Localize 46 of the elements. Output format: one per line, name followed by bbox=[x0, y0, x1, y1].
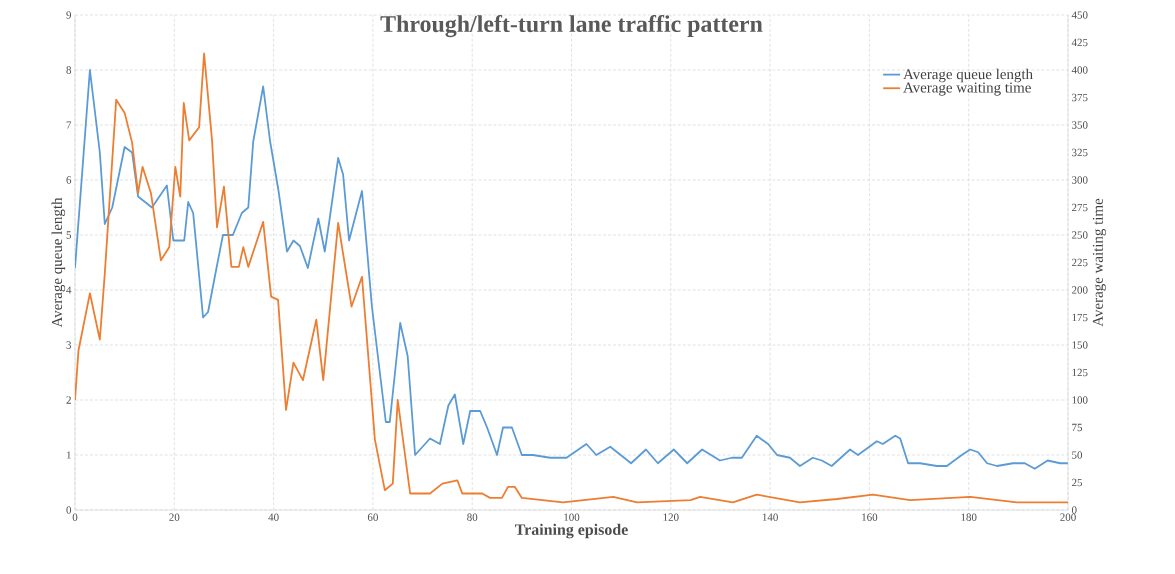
legend-label: Average waiting time bbox=[903, 82, 1031, 96]
y2-tick-label: 25 bbox=[1072, 478, 1083, 487]
y2-tick-label: 400 bbox=[1071, 66, 1088, 74]
y2-tick-label: 375 bbox=[1072, 93, 1088, 102]
y-tick-label: 7 bbox=[66, 121, 72, 129]
x-tick-label: 40 bbox=[268, 513, 279, 521]
y-tick-label: 5 bbox=[66, 231, 72, 239]
y2-tick-label: 325 bbox=[1072, 148, 1088, 157]
y2-tick-label: 200 bbox=[1072, 286, 1088, 294]
y2-tick-label: 125 bbox=[1072, 368, 1088, 377]
y-tick-label: 6 bbox=[66, 176, 72, 184]
y-tick-label: 4 bbox=[66, 286, 72, 294]
x-tick-label: 180 bbox=[961, 513, 977, 521]
x-tick-label: 120 bbox=[663, 513, 679, 521]
y-tick-label: 2 bbox=[66, 396, 71, 404]
y2-tick-label: 250 bbox=[1072, 231, 1088, 239]
x-tick-label: 160 bbox=[862, 513, 878, 521]
y2-tick-label: 425 bbox=[1071, 38, 1088, 47]
x-tick-label: 0 bbox=[72, 513, 78, 521]
x-tick-label: 60 bbox=[367, 513, 378, 521]
y2-tick-label: 350 bbox=[1072, 121, 1088, 129]
y2-tick-label: 175 bbox=[1072, 313, 1088, 322]
y2-tick-label: 150 bbox=[1072, 341, 1088, 349]
y2-tick-label: 100 bbox=[1072, 396, 1088, 404]
x-tick-label: 80 bbox=[467, 513, 478, 521]
y-tick-label: 8 bbox=[66, 66, 72, 74]
y-axis-title: Average queue length bbox=[51, 197, 66, 328]
y-tick-label: 1 bbox=[66, 451, 71, 459]
y2-axis-title: Average waiting time bbox=[1092, 198, 1106, 327]
y-tick-label: 3 bbox=[66, 341, 72, 349]
y2-tick-label: 450 bbox=[1071, 11, 1088, 19]
y2-tick-label: 75 bbox=[1072, 423, 1083, 432]
x-tick-label: 140 bbox=[762, 513, 778, 521]
y2-tick-label: 50 bbox=[1072, 451, 1083, 459]
y2-tick-label: 275 bbox=[1072, 203, 1088, 212]
x-axis-title: Training episode bbox=[514, 523, 628, 539]
x-tick-label: 200 bbox=[1060, 513, 1076, 521]
chart-title: Through/left-turn lane traffic pattern bbox=[380, 15, 763, 38]
y2-tick-label: 225 bbox=[1072, 258, 1088, 267]
x-tick-label: 100 bbox=[564, 513, 580, 521]
x-tick-label: 20 bbox=[169, 513, 180, 521]
legend-label: Average queue length bbox=[903, 68, 1033, 83]
y-tick-label: 0 bbox=[66, 506, 72, 514]
y2-tick-label: 300 bbox=[1072, 176, 1088, 184]
y-tick-label: 9 bbox=[66, 11, 72, 19]
y2-tick-label: 0 bbox=[1071, 506, 1077, 514]
